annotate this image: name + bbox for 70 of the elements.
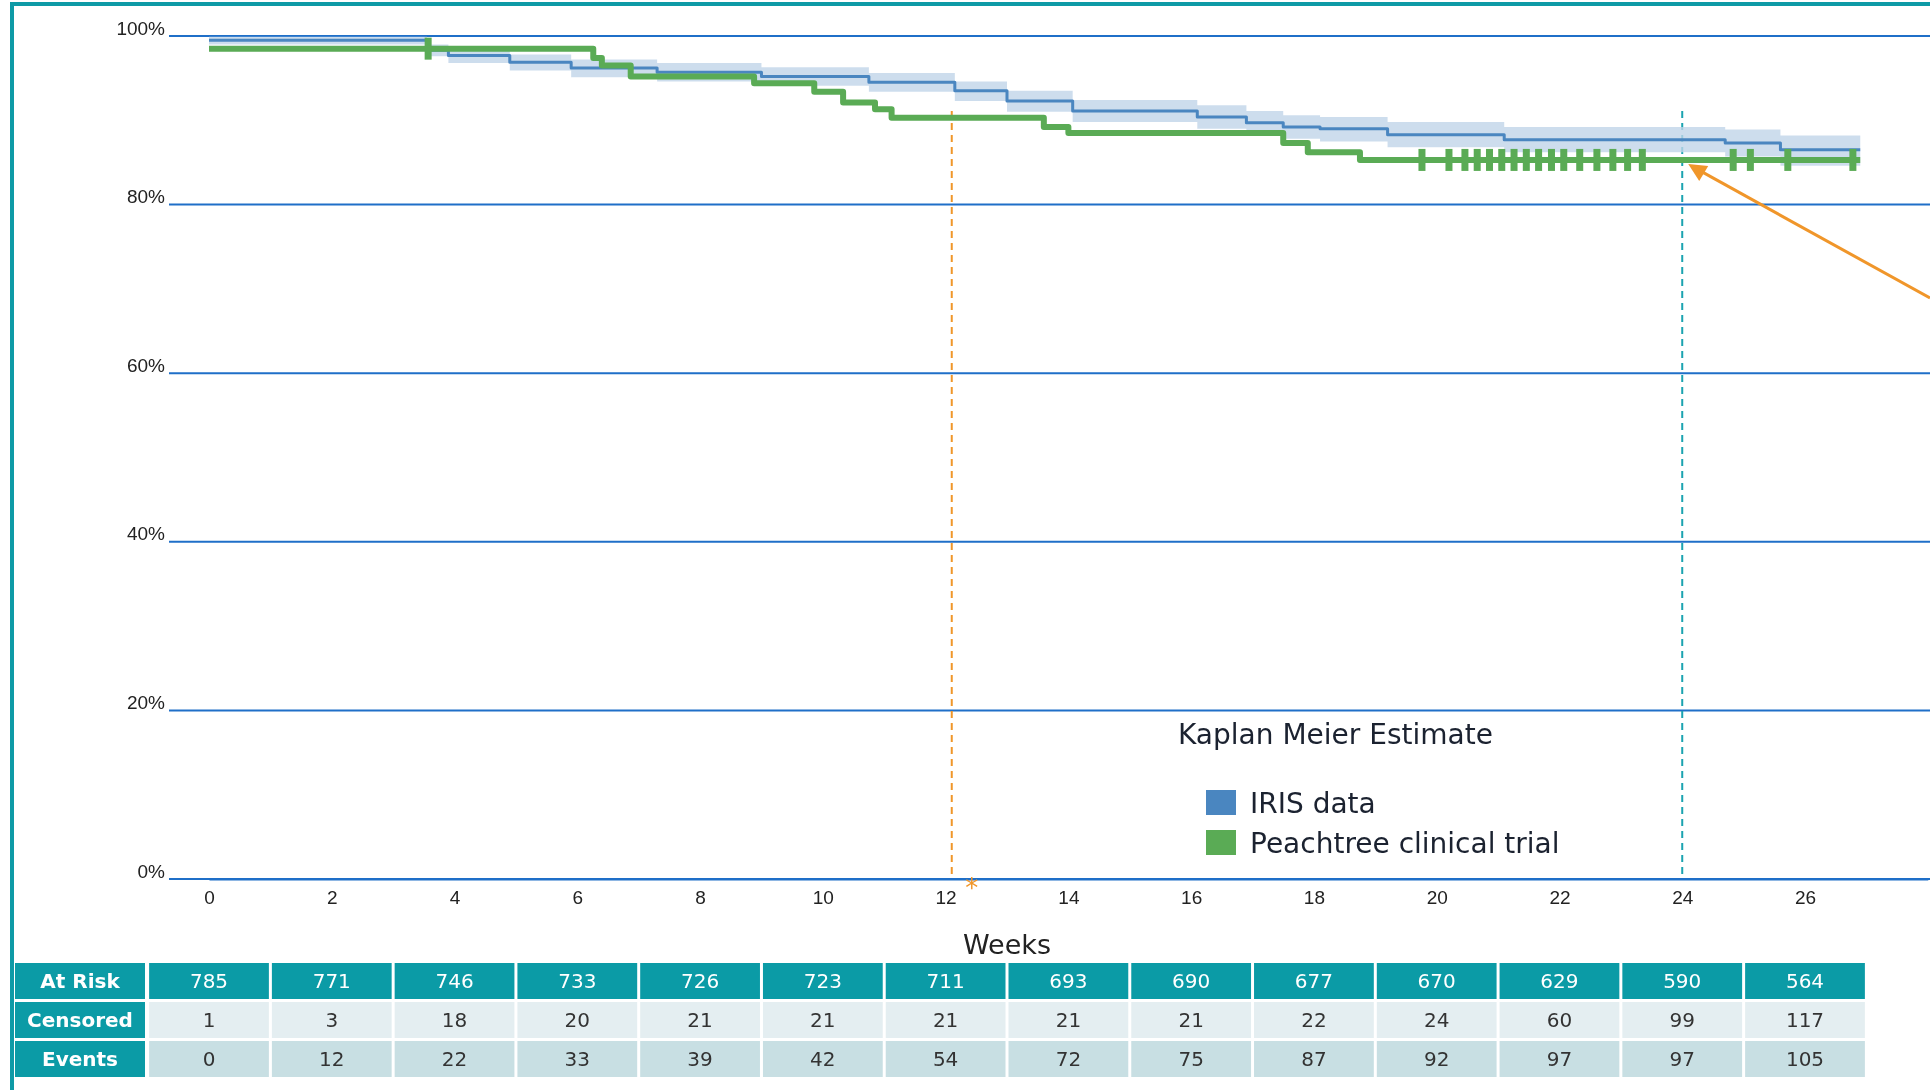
x-tick-label: 6 (572, 887, 584, 909)
data-label: 72 (1055, 1047, 1082, 1071)
data-label: 733 (558, 969, 597, 993)
data-label: 690 (1172, 969, 1211, 993)
x-tick-label: 12 (935, 887, 957, 909)
data-label: 20 (564, 1008, 591, 1032)
legend-label: Peachtree clinical trial (1250, 827, 1560, 860)
x-tick-label: 24 (1672, 887, 1694, 909)
x-tick-label: 8 (695, 887, 706, 909)
data-label: 564 (1785, 969, 1825, 993)
data-label: 785 (189, 969, 229, 993)
x-tick-label: 0 (204, 887, 215, 909)
data-label: 629 (1540, 969, 1579, 993)
data-label: 711 (926, 969, 965, 993)
x-tick-label: 2 (326, 887, 338, 909)
x-tick-label: 26 (1794, 887, 1817, 909)
data-label: 22 (441, 1047, 468, 1071)
y-tick-label: 20% (126, 691, 166, 713)
x-tick-label: 18 (1303, 887, 1325, 909)
y-tick-label: 60% (126, 354, 166, 376)
data-label: 87 (1301, 1047, 1327, 1071)
x-tick-label: 22 (1549, 887, 1571, 909)
data-label: 99 (1669, 1008, 1695, 1032)
data-label: 693 (1049, 969, 1088, 993)
y-tick-label: Censored (27, 1008, 133, 1032)
y-tick-label: 40% (126, 523, 166, 545)
data-label: 1 (202, 1008, 216, 1032)
data-label: 21 (687, 1008, 713, 1032)
y-tick-label: At Risk (40, 969, 121, 993)
data-label: 39 (687, 1047, 713, 1071)
x-tick-label: 14 (1058, 887, 1080, 909)
data-label: 117 (1785, 1008, 1825, 1032)
data-label: 105 (1785, 1047, 1825, 1071)
data-label: 24 (1423, 1008, 1450, 1032)
x-tick-label: 4 (449, 887, 461, 909)
data-label: 21 (1055, 1008, 1082, 1032)
legend-title: Kaplan Meier Estimate (1178, 718, 1493, 751)
data-label: 726 (680, 969, 720, 993)
y-tick-label: 80% (126, 186, 166, 208)
data-label: 21 (1178, 1008, 1204, 1032)
annotation: * (965, 873, 979, 903)
y-tick-label: 100% (116, 17, 166, 39)
data-label: 723 (803, 969, 842, 993)
data-label: 42 (810, 1047, 836, 1071)
data-label: 677 (1294, 969, 1334, 993)
data-label: 33 (564, 1047, 591, 1071)
data-label: 0 (202, 1047, 216, 1071)
x-tick-label: 16 (1181, 887, 1203, 909)
x-tick-label: 20 (1426, 887, 1448, 909)
data-label: 97 (1546, 1047, 1573, 1071)
data-label: 746 (435, 969, 474, 993)
data-label: 97 (1669, 1047, 1695, 1071)
data-label: 590 (1663, 969, 1702, 993)
data-label: 771 (312, 969, 351, 993)
data-label: 60 (1546, 1008, 1573, 1032)
data-label: 12 (319, 1047, 345, 1071)
data-label: 3 (325, 1008, 339, 1032)
data-label: 75 (1178, 1047, 1204, 1071)
y-tick-label: Events (42, 1047, 118, 1071)
data-label: 92 (1423, 1047, 1450, 1071)
data-label: 21 (932, 1008, 959, 1032)
legend-label: IRIS data (1250, 787, 1376, 820)
data-label: 21 (810, 1008, 836, 1032)
data-label: 18 (441, 1008, 468, 1032)
y-tick-label: 0% (137, 860, 166, 882)
data-label: 22 (1301, 1008, 1327, 1032)
x-axis-title: Weeks (962, 929, 1052, 960)
data-label: 54 (932, 1047, 959, 1071)
data-label: 670 (1417, 969, 1456, 993)
x-tick-label: 10 (812, 887, 834, 909)
